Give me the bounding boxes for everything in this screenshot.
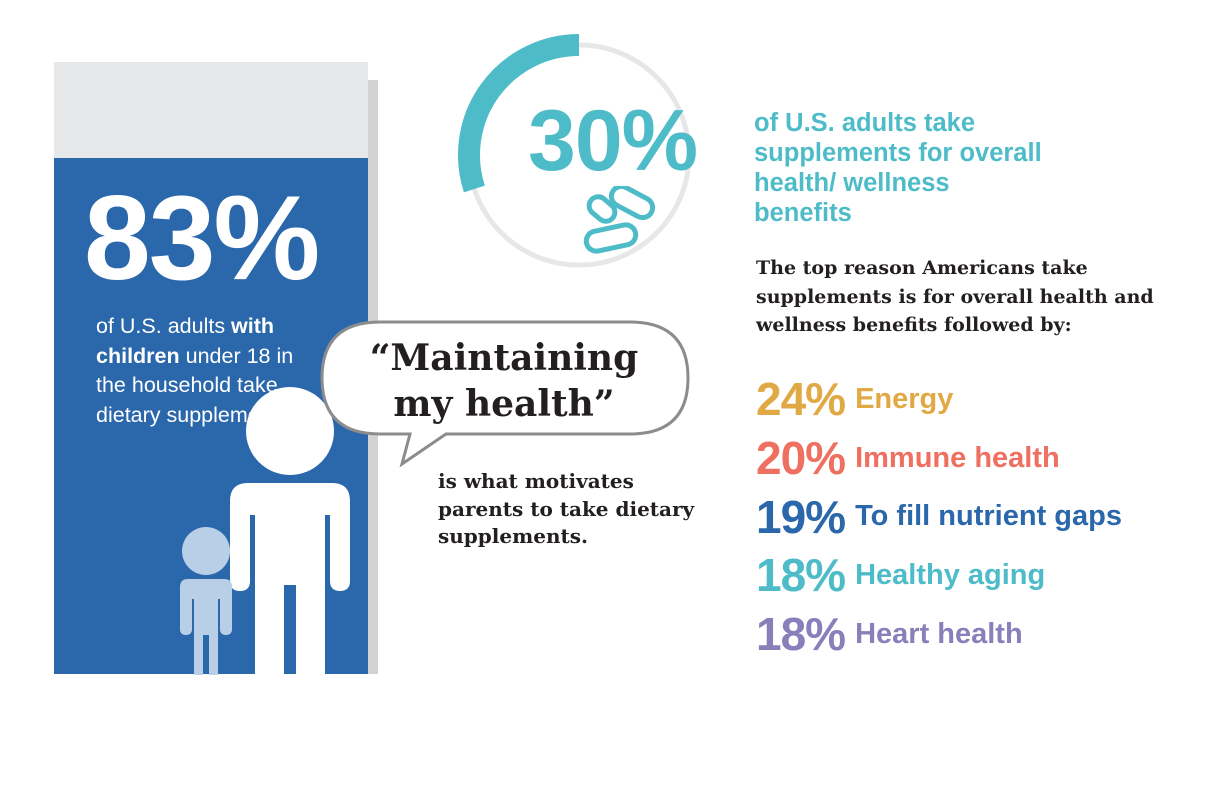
reasons-list: 24% Energy 20% Immune health 19% To fill… (756, 370, 1122, 663)
reason-pct: 18% (756, 549, 846, 602)
reason-pct: 19% (756, 490, 846, 543)
parent-child-figures (180, 387, 350, 675)
reason-heart-health: 18% Heart health (756, 605, 1122, 664)
reason-label: Immune health (855, 441, 1060, 474)
reason-pct: 24% (756, 373, 846, 426)
reason-label: Energy (855, 382, 954, 415)
reason-label: To fill nutrient gaps (855, 500, 1122, 533)
reason-healthy-aging: 18% Healthy aging (756, 546, 1122, 605)
progress-ring-30 (458, 34, 692, 268)
parent-figure-icon (230, 387, 350, 675)
quote-text: “Maintaining my health” (334, 335, 674, 427)
big-stat-30: 30% (528, 93, 698, 189)
reason-pct: 20% (756, 432, 846, 485)
pills-icon (583, 186, 656, 254)
reason-energy: 24% Energy (756, 370, 1122, 429)
ring-fill-arc (458, 34, 580, 193)
reason-label: Heart health (855, 617, 1023, 650)
desc-text-1: of U.S. adults (96, 314, 232, 338)
desc-bold-children: children (96, 343, 180, 368)
panel-top-band (54, 62, 368, 158)
reason-immune-health: 20% Immune health (756, 429, 1122, 488)
reason-paragraph: The top reason Americans take supplement… (756, 257, 1154, 336)
overall-description: of U.S. adults take supplements for over… (754, 109, 1042, 227)
reason-label: Healthy aging (855, 558, 1046, 591)
big-stat-83: 83% (84, 171, 320, 305)
desc-bold-with: with (231, 314, 275, 338)
quote-line-2: my health” (393, 383, 615, 425)
reason-nutrient-gaps: 19% To fill nutrient gaps (756, 487, 1122, 546)
quote-caption: is what motivates parents to take dietar… (438, 469, 695, 548)
quote-line-1: “Maintaining (369, 337, 639, 379)
child-figure-icon (180, 527, 232, 675)
reason-pct: 18% (756, 608, 846, 661)
speech-bubble (320, 320, 690, 468)
